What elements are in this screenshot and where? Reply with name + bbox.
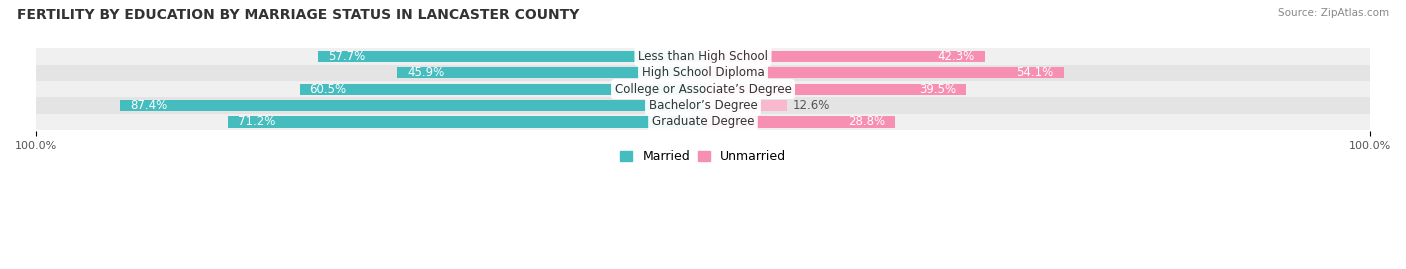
Bar	[703, 100, 787, 111]
Bar	[703, 84, 966, 95]
Text: 28.8%: 28.8%	[848, 115, 884, 129]
Text: Graduate Degree: Graduate Degree	[652, 115, 754, 129]
Bar	[37, 97, 1369, 114]
Bar	[703, 51, 986, 62]
Text: Bachelor’s Degree: Bachelor’s Degree	[648, 99, 758, 112]
Text: College or Associate’s Degree: College or Associate’s Degree	[614, 83, 792, 96]
Bar	[37, 81, 1369, 97]
Bar	[228, 116, 703, 128]
Text: 87.4%: 87.4%	[131, 99, 167, 112]
Bar	[299, 84, 703, 95]
Bar	[703, 116, 896, 128]
Bar	[37, 114, 1369, 130]
Legend: Married, Unmarried: Married, Unmarried	[614, 145, 792, 168]
Text: Less than High School: Less than High School	[638, 50, 768, 63]
Bar	[37, 48, 1369, 65]
Text: High School Diploma: High School Diploma	[641, 66, 765, 79]
Bar	[120, 100, 703, 111]
Text: 42.3%: 42.3%	[938, 50, 976, 63]
Text: 39.5%: 39.5%	[920, 83, 956, 96]
Text: 60.5%: 60.5%	[309, 83, 347, 96]
Text: 12.6%: 12.6%	[793, 99, 830, 112]
Text: FERTILITY BY EDUCATION BY MARRIAGE STATUS IN LANCASTER COUNTY: FERTILITY BY EDUCATION BY MARRIAGE STATU…	[17, 8, 579, 22]
Text: 57.7%: 57.7%	[328, 50, 366, 63]
Text: 45.9%: 45.9%	[406, 66, 444, 79]
Text: 54.1%: 54.1%	[1017, 66, 1053, 79]
Text: 71.2%: 71.2%	[238, 115, 276, 129]
Text: Source: ZipAtlas.com: Source: ZipAtlas.com	[1278, 8, 1389, 18]
Bar	[37, 65, 1369, 81]
Bar	[703, 67, 1064, 78]
Bar	[396, 67, 703, 78]
Bar	[318, 51, 703, 62]
